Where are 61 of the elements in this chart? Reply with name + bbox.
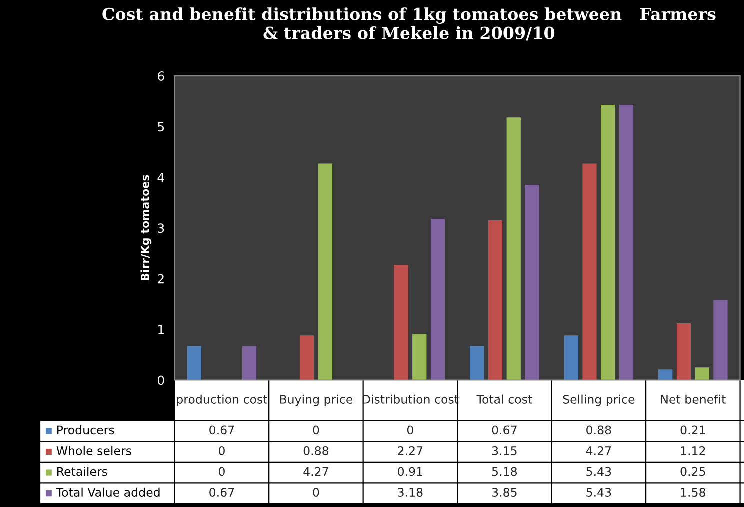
bar xyxy=(582,164,597,380)
data-label: 5.43 xyxy=(586,488,612,497)
bar xyxy=(525,185,540,380)
data-label: 0.67 xyxy=(210,488,234,497)
x-tick-label: Net benefit xyxy=(661,394,726,404)
legend-label: Producers xyxy=(58,425,114,435)
legend-label: Total Value added xyxy=(56,488,160,497)
data-label: 3.85 xyxy=(492,488,517,497)
data-label: 3.18 xyxy=(398,488,423,497)
y-tick-label: 5 xyxy=(158,122,164,132)
data-label: 0 xyxy=(313,488,320,497)
x-tick-label: Selling price xyxy=(563,394,635,406)
bar xyxy=(619,104,634,380)
data-label: 0 xyxy=(218,446,225,456)
x-tick-label: Total cost xyxy=(476,394,532,404)
bar xyxy=(394,265,408,380)
y-tick-label: 4 xyxy=(158,173,164,182)
bar xyxy=(601,104,616,380)
data-label: 0.25 xyxy=(680,467,706,476)
data-label: 1.12 xyxy=(681,446,706,456)
bar xyxy=(300,336,314,380)
data-label: 1.58 xyxy=(681,488,706,497)
legend-label: Retailers xyxy=(58,467,108,476)
y-tick-label: 2 xyxy=(158,274,164,284)
bar xyxy=(488,220,503,380)
data-label: 5.18 xyxy=(492,467,518,476)
y-tick-label: 3 xyxy=(158,224,164,234)
x-tick-label: production cost xyxy=(177,394,268,406)
data-label: 0.88 xyxy=(586,426,612,435)
bar xyxy=(714,300,728,380)
data-label: 0.88 xyxy=(304,446,329,456)
bar xyxy=(430,219,446,380)
bar xyxy=(695,368,710,380)
data-label: 4.27 xyxy=(586,446,612,456)
data-label: 3.15 xyxy=(492,446,517,456)
bar xyxy=(658,370,673,380)
y-axis-title: Birr/Kg tomatoes xyxy=(140,175,152,281)
y-tick-label: 6 xyxy=(158,72,164,81)
y-tick-label: 0 xyxy=(158,376,164,386)
data-label: 0.21 xyxy=(680,426,706,435)
bar xyxy=(318,164,332,380)
data-label: 0 xyxy=(218,467,225,476)
bar xyxy=(676,323,692,380)
data-label: 0 xyxy=(407,426,414,435)
legend-label: Whole selers xyxy=(56,446,132,456)
bar xyxy=(242,346,257,380)
bar xyxy=(506,118,521,380)
data-label: 0.67 xyxy=(210,426,234,435)
data-label: 0.91 xyxy=(398,467,422,476)
y-tick-label: 1 xyxy=(158,325,164,334)
bar xyxy=(412,334,427,380)
bar xyxy=(470,346,484,380)
bar xyxy=(564,336,578,380)
x-tick-label: Buying price xyxy=(280,394,353,406)
data-label: 2.27 xyxy=(398,446,423,456)
data-label: 0.67 xyxy=(492,426,517,435)
bar xyxy=(187,346,202,380)
chart-title: Cost and benefit distributions of 1kg tomatoes between Farmers & traders of Mekele in 2009/10 xyxy=(102,8,716,41)
data-label: 0 xyxy=(313,426,320,435)
data-label: 5.43 xyxy=(586,467,612,476)
data-label: 4.27 xyxy=(304,467,328,476)
